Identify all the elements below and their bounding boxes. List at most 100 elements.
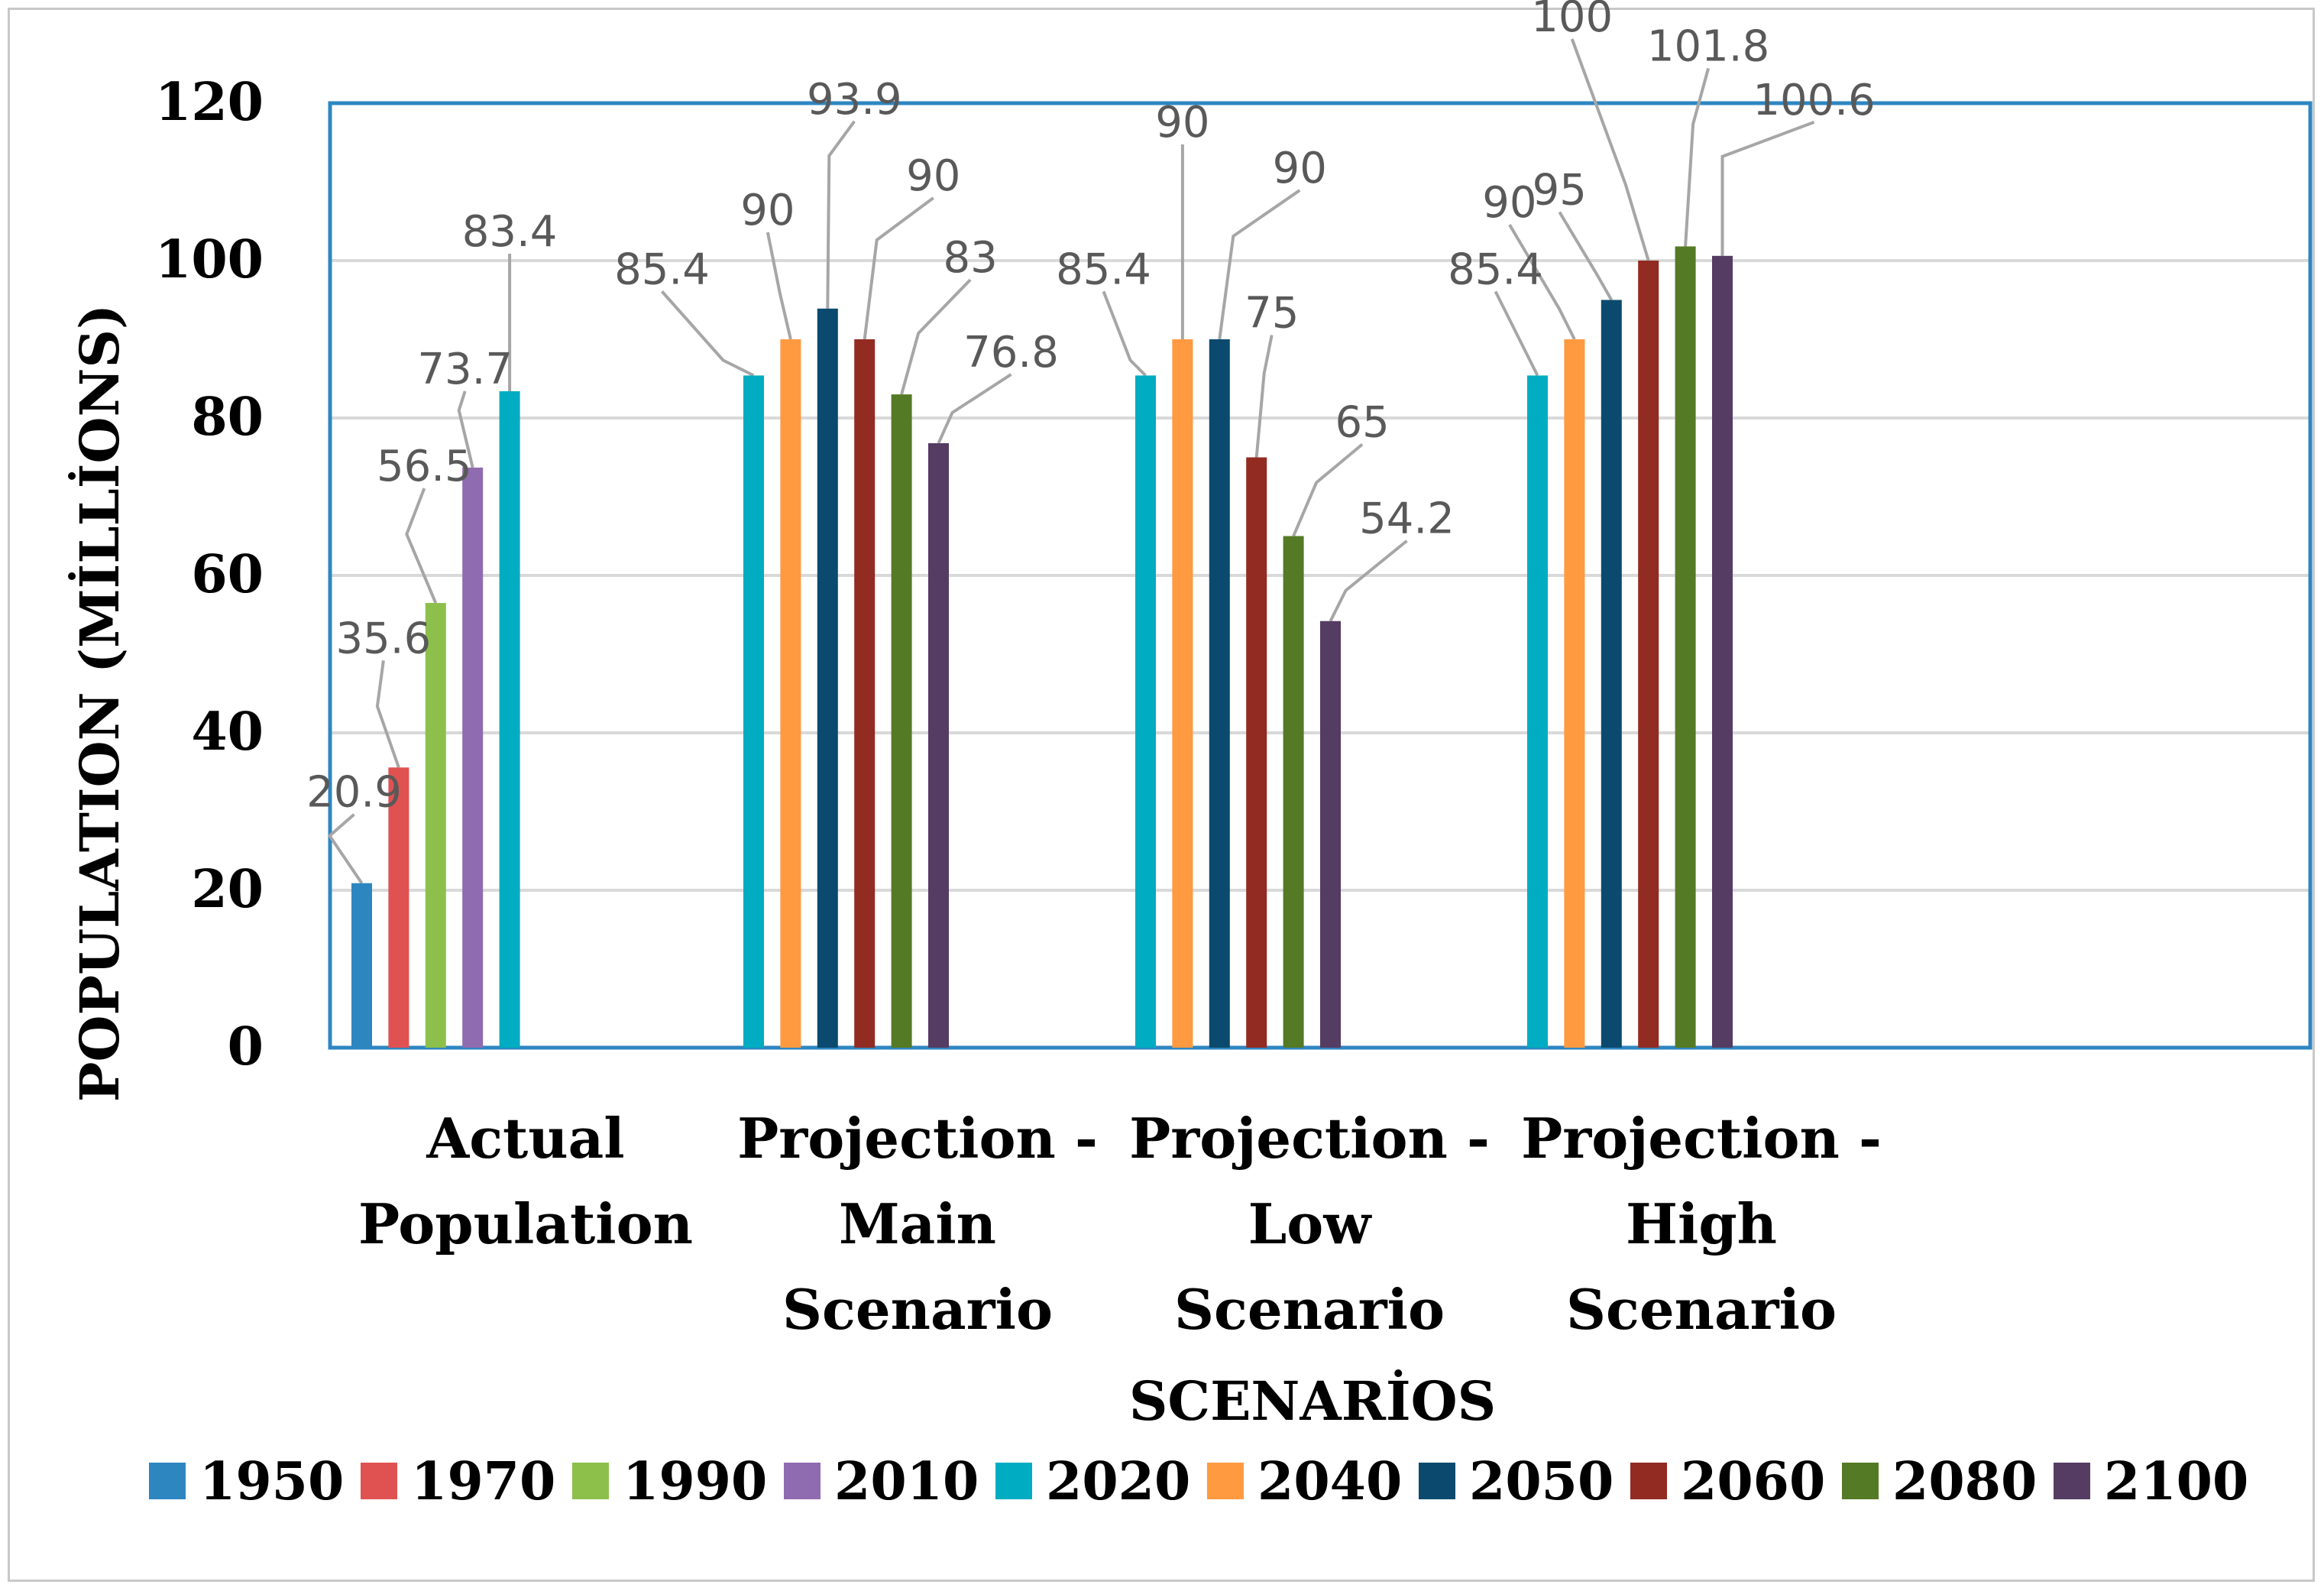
bar-2060 xyxy=(1246,457,1267,1048)
data-label: 76.8 xyxy=(963,328,1059,377)
legend-swatch-2040 xyxy=(1207,1463,1244,1499)
bar-2060 xyxy=(1638,261,1659,1048)
legend: 1950 1970 1990 2010 2020 2040 2050 2060 2080 2100 xyxy=(149,1451,2248,1512)
legend-label: 1970 xyxy=(411,1451,555,1512)
category-label: Main xyxy=(839,1191,996,1256)
bar-2080 xyxy=(1283,536,1304,1048)
y-tick-label: 120 xyxy=(155,72,264,133)
leader-line xyxy=(1720,120,1815,256)
leader-line xyxy=(1102,290,1147,377)
category-label: Population xyxy=(358,1191,693,1256)
bar-2020 xyxy=(1135,375,1156,1048)
data-label: 85.4 xyxy=(1056,245,1151,294)
category-label: Scenario xyxy=(1174,1277,1445,1342)
y-tick-label: 60 xyxy=(191,544,264,605)
bar-2050 xyxy=(817,308,838,1048)
category-label: Projection - xyxy=(1129,1106,1490,1171)
bar-2020 xyxy=(499,390,520,1048)
legend-label: 2040 xyxy=(1257,1451,1402,1512)
data-label: 90 xyxy=(1273,144,1327,193)
y-axis-title: POPULATION (MİLLİONS) xyxy=(68,304,131,1102)
data-label: 56.5 xyxy=(377,442,472,491)
legend-label: 2080 xyxy=(1892,1451,2037,1512)
leader-line xyxy=(375,660,400,768)
leader-line xyxy=(1329,540,1408,622)
legend-swatch-2010 xyxy=(784,1463,821,1499)
legend-swatch-2020 xyxy=(995,1463,1032,1499)
data-label-leader-lines xyxy=(327,38,1815,884)
bar-2040 xyxy=(780,339,801,1048)
leader-line xyxy=(327,813,364,884)
data-label: 83 xyxy=(943,233,997,283)
legend-swatch-2080 xyxy=(1842,1463,1879,1499)
data-label: 90 xyxy=(1155,98,1209,147)
leader-line xyxy=(1508,223,1576,340)
y-tick-label: 80 xyxy=(191,387,264,448)
category-label: Projection - xyxy=(737,1106,1098,1171)
data-labels: 20.935.656.573.783.485.49093.9908376.885… xyxy=(306,0,1876,818)
y-axis-ticks: 0 20 40 60 80 100 120 xyxy=(155,72,264,1077)
category-label: Actual xyxy=(426,1106,624,1171)
legend-label: 2060 xyxy=(1681,1451,1825,1512)
data-label: 90 xyxy=(906,151,960,201)
leader-line xyxy=(457,390,474,468)
legend-swatch-2050 xyxy=(1419,1463,1455,1499)
x-axis-title: SCENARİOS xyxy=(1129,1369,1496,1433)
bar-2100 xyxy=(1712,255,1733,1048)
bar-2100 xyxy=(1320,621,1341,1048)
leader-line xyxy=(405,488,438,604)
bar-2010 xyxy=(462,467,484,1048)
data-label: 93.9 xyxy=(807,75,902,125)
data-label: 54.2 xyxy=(1359,494,1455,544)
data-label: 85.4 xyxy=(1448,245,1543,294)
legend-swatch-2100 xyxy=(2054,1463,2090,1499)
legend-label: 2020 xyxy=(1046,1451,1190,1512)
bar-2060 xyxy=(854,339,876,1048)
data-label: 35.6 xyxy=(336,614,432,663)
data-label: 20.9 xyxy=(306,768,402,818)
leader-line xyxy=(863,196,934,340)
y-tick-label: 0 xyxy=(228,1016,264,1077)
leader-line xyxy=(1254,335,1274,458)
data-label: 85.4 xyxy=(614,245,710,294)
y-tick-label: 40 xyxy=(191,702,264,763)
category-label: High xyxy=(1626,1191,1777,1256)
legend-swatch-1990 xyxy=(572,1463,609,1499)
category-label: Scenario xyxy=(1566,1277,1837,1342)
legend-swatch-1950 xyxy=(149,1463,186,1499)
category-label: Low xyxy=(1248,1191,1373,1256)
leader-line xyxy=(826,120,856,309)
bar-2080 xyxy=(1675,246,1696,1048)
y-tick-label: 100 xyxy=(155,229,264,290)
category-label: Projection - xyxy=(1521,1106,1882,1171)
bar-2040 xyxy=(1172,339,1193,1048)
legend-swatch-1970 xyxy=(361,1463,397,1499)
leader-line xyxy=(1684,67,1711,247)
leader-line xyxy=(661,290,755,377)
bar-1990 xyxy=(425,603,446,1048)
legend-label: 1990 xyxy=(623,1451,767,1512)
leader-line xyxy=(765,232,792,340)
data-label: 83.4 xyxy=(462,207,558,257)
data-label: 73.7 xyxy=(417,345,513,394)
bar-1950 xyxy=(351,883,372,1048)
data-label: 95 xyxy=(1533,166,1587,215)
data-label: 90 xyxy=(740,186,795,235)
data-label: 90 xyxy=(1482,178,1536,228)
data-label: 101.8 xyxy=(1647,21,1769,71)
data-label: 65 xyxy=(1335,398,1389,448)
bar-2050 xyxy=(1209,339,1230,1048)
bar-1970 xyxy=(388,767,409,1048)
leader-line xyxy=(1218,189,1301,340)
data-label: 75 xyxy=(1245,289,1299,339)
leader-line xyxy=(1570,38,1650,261)
legend-label: 1950 xyxy=(199,1451,344,1512)
leader-line xyxy=(1292,442,1364,537)
legend-label: 2050 xyxy=(1469,1451,1614,1512)
bar-2040 xyxy=(1564,339,1585,1048)
bar-2050 xyxy=(1601,300,1622,1048)
bar-2020 xyxy=(1527,375,1548,1048)
bar-2100 xyxy=(928,442,949,1048)
data-label: 100 xyxy=(1531,0,1613,42)
leader-line xyxy=(1558,211,1614,301)
